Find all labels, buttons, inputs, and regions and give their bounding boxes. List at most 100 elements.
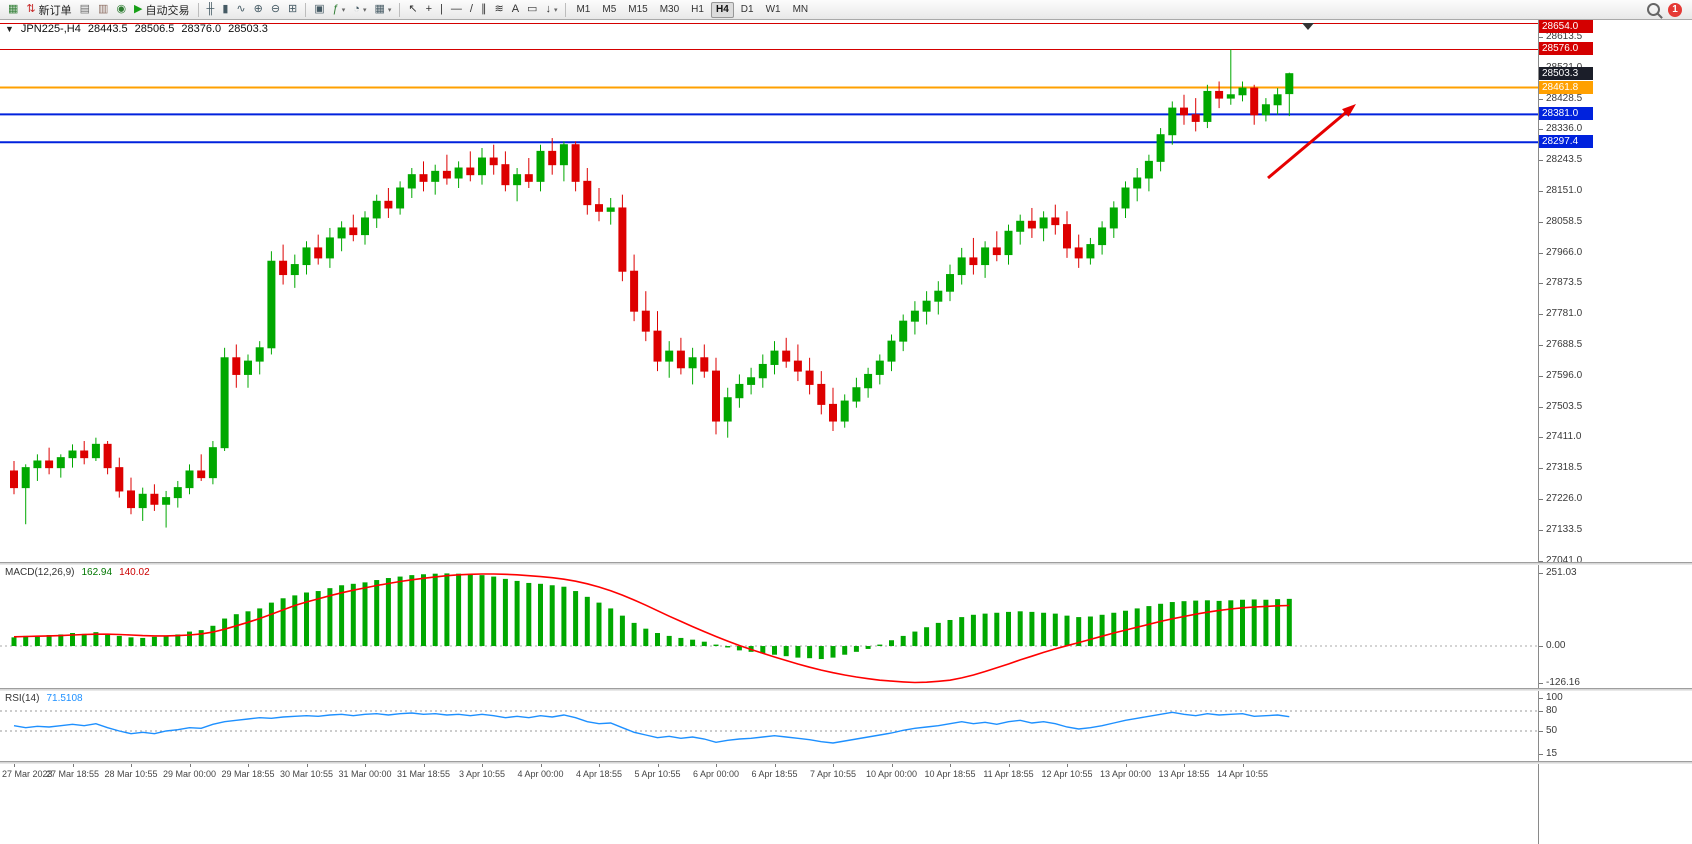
notification-badge[interactable]: 1 [1668,2,1682,17]
price-label: 28613.5 [1539,31,1583,42]
price-label: 27226.0 [1539,492,1583,504]
toolbar-separator [399,2,401,17]
low-value: 28376.0 [181,23,222,35]
new-order-icon: ⇅ [26,3,36,15]
channel-button[interactable]: ∥ [477,1,491,19]
periods-button[interactable]: ◔ ▾ [349,1,370,19]
arrange-windows-icon: ▣ [314,3,325,15]
time-label: 10 Apr 18:55 [924,769,976,779]
arrows-button[interactable]: ↓ ▾ [541,1,561,19]
timeframe-m1-button[interactable]: M1 [571,2,595,18]
time-label: 29 Mar 00:00 [162,769,217,779]
cursor-button[interactable]: ↖ [404,1,421,19]
toolbar-separator [197,2,199,17]
time-tick [189,764,191,767]
price-axis[interactable]: 28613.528521.028428.528336.028243.528151… [1538,20,1692,562]
timeframe-m15-button[interactable]: M15 [623,2,652,18]
time-label: 6 Apr 18:55 [751,769,798,779]
time-label: 7 Apr 10:55 [809,769,857,779]
timeframe-mn-button[interactable]: MN [788,2,814,18]
zoom-in-button[interactable]: ⊕ [250,1,267,19]
alerts-button[interactable]: ◉ [112,1,130,19]
tile-windows-button[interactable]: ⊞ [284,1,301,19]
macd-axis[interactable]: 251.03 0.00 -126.16 [1538,565,1692,688]
timeframe-h4-button[interactable]: H4 [710,1,734,18]
horizontal-line-icon: — [450,3,462,15]
search-icon[interactable] [1647,3,1660,16]
alerts-icon: ◉ [116,3,127,15]
tile-windows-icon: ⊞ [288,3,298,15]
rsi-chart[interactable] [0,691,1538,761]
arrange-windows-button[interactable]: ▣ [310,1,328,19]
text-label-button[interactable]: ▭ [523,1,541,19]
templates-button[interactable]: ▦ ▾ [370,1,395,19]
rsi-axis-label: 100 [1539,691,1563,703]
text-button[interactable]: A [508,1,523,19]
vertical-line-button[interactable]: | [436,1,447,19]
horizontal-line-button[interactable]: — [447,1,466,19]
time-label: 28 Mar 10:55 [104,769,158,779]
zoom-out-button[interactable]: ⊖ [267,1,284,19]
one-click-trading-toggle[interactable]: ▼ [5,24,14,34]
time-tick [1008,764,1010,767]
new-order-button[interactable]: ⇅ 新订单 [22,1,75,19]
price-label: 28058.5 [1539,215,1583,227]
macd-chart[interactable] [0,565,1538,688]
panel-separator[interactable] [0,562,1692,565]
time-tick [1067,764,1068,767]
crosshair-button[interactable]: + [422,1,436,19]
timeframe-m30-button[interactable]: M30 [655,2,684,18]
time-label: 13 Apr 00:00 [1099,769,1152,779]
time-label: 6 Apr 00:00 [692,769,740,779]
high-value: 28506.5 [134,23,175,35]
timeframe-m5-button[interactable]: M5 [597,2,621,18]
print-button[interactable]: ▤ [76,1,94,19]
time-tick [540,764,542,767]
timeframe-w1-button[interactable]: W1 [761,2,786,18]
text-label-icon: ▭ [527,3,538,15]
trend-arrow-annotation [1267,104,1356,180]
time-tick [306,764,308,767]
fibonacci-button[interactable]: ≋ [490,1,507,19]
panel-separator[interactable] [0,688,1692,691]
macd-axis-label: 251.03 [1539,567,1577,579]
time-label: 27 Mar 2023 [2,769,53,779]
arrows-icon: ↓ [545,3,551,15]
candlestick-chart-button[interactable]: ▮ [218,1,232,19]
macd-panel[interactable]: MACD(12,26,9) 162.94 140.02 [0,565,1538,688]
time-label: 3 Apr 10:55 [458,769,506,779]
time-label: 27 Mar 18:55 [45,769,100,779]
bar-chart-button[interactable]: ╫ [203,1,219,19]
time-tick [716,764,717,767]
periods-icon: ◔ [353,3,360,15]
time-axis[interactable]: 27 Mar 2023 27 Mar 18:55 28 Mar 10:55 29 Ma… [0,764,1538,844]
trendline-button[interactable]: / [466,1,477,19]
cursor-icon: ↖ [408,3,418,15]
bar-chart-icon: ╫ [206,3,215,15]
time-label: 12 Apr 10:55 [1041,769,1093,779]
price-label: 28428.5 [1539,92,1583,104]
new-chart-button[interactable]: ▦ [4,1,22,19]
rsi-panel[interactable]: RSI(14) 71.5108 [0,691,1538,761]
panel-separator[interactable] [0,761,1692,764]
open-value: 28443.5 [87,23,128,35]
text-icon: A [511,3,520,15]
indicators-button[interactable]: ƒ ▾ [329,1,350,19]
dropdown-caret-icon: ▾ [387,6,392,14]
time-tick [72,764,74,767]
rsi-axis[interactable]: 100 80 50 15 [1538,691,1692,761]
timeframe-d1-button[interactable]: D1 [736,2,759,18]
templates-icon: ▦ [374,3,385,15]
line-chart-button[interactable]: ∿ [232,1,249,19]
price-line-box: 28576.0 [1539,42,1593,56]
indicators-icon: ƒ [332,3,339,15]
time-tick [423,764,425,767]
timeframe-h1-button[interactable]: H1 [686,2,709,18]
price-chart-panel[interactable]: ▼ JPN225-,H4 28443.5 28506.5 28376.0 285… [0,20,1538,562]
zoom-in-icon: ⊕ [253,3,263,15]
profiles-button[interactable]: ▥ [94,1,112,19]
price-chart[interactable] [0,20,1538,562]
price-label: 27503.5 [1539,400,1583,412]
auto-trading-button[interactable]: ▶ 自动交易 [130,1,193,19]
